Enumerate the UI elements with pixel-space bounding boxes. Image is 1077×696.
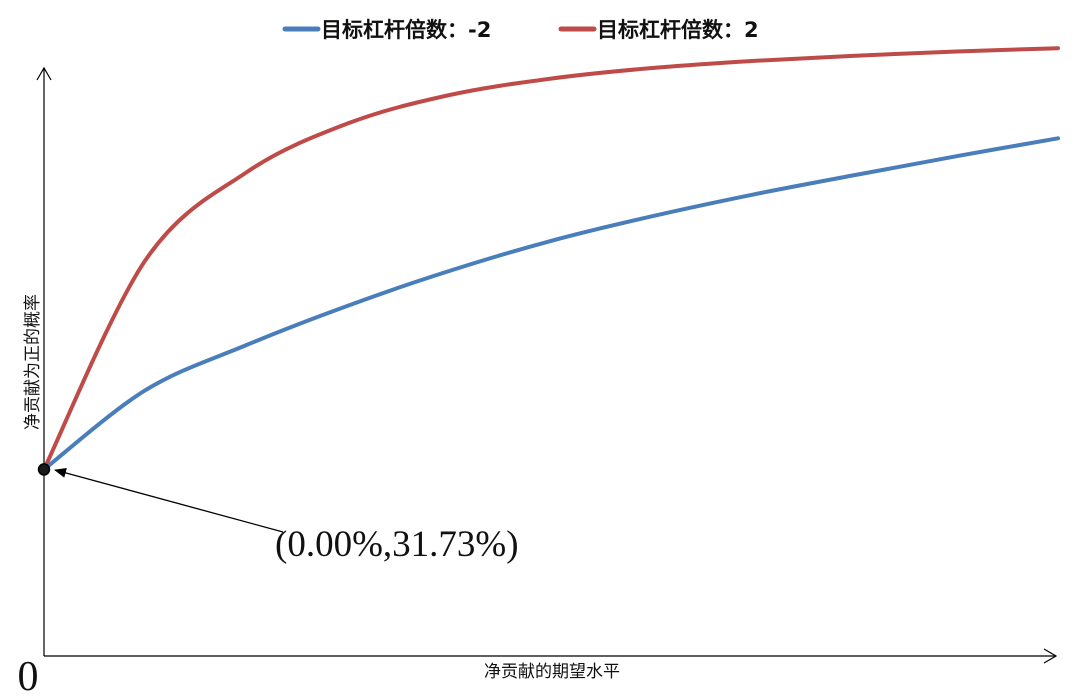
annotation: (0.00%,31.73%) [37,463,519,565]
y-axis-arrow [36,66,52,81]
series-layer [42,46,1060,472]
annotation-point-marker [37,463,51,476]
origin-label: 0 [18,654,39,696]
annotation-label: (0.00%,31.73%) [275,524,519,565]
legend-label-series-2: 目标杠杆倍数：2 [597,18,759,42]
x-axis-arrow [1043,648,1058,664]
series-line-2 [42,46,1060,472]
annotation-arrow [54,468,284,533]
axes [36,66,1058,664]
legend: 目标杠杆倍数：-2 目标杠杆倍数：2 [282,18,759,42]
legend-label-series-1: 目标杠杆倍数：-2 [321,18,491,42]
series-line-1 [42,136,1060,472]
y-axis-title: 净贡献为正的概率 [23,294,43,430]
x-axis-title: 净贡献的期望水平 [484,662,620,682]
